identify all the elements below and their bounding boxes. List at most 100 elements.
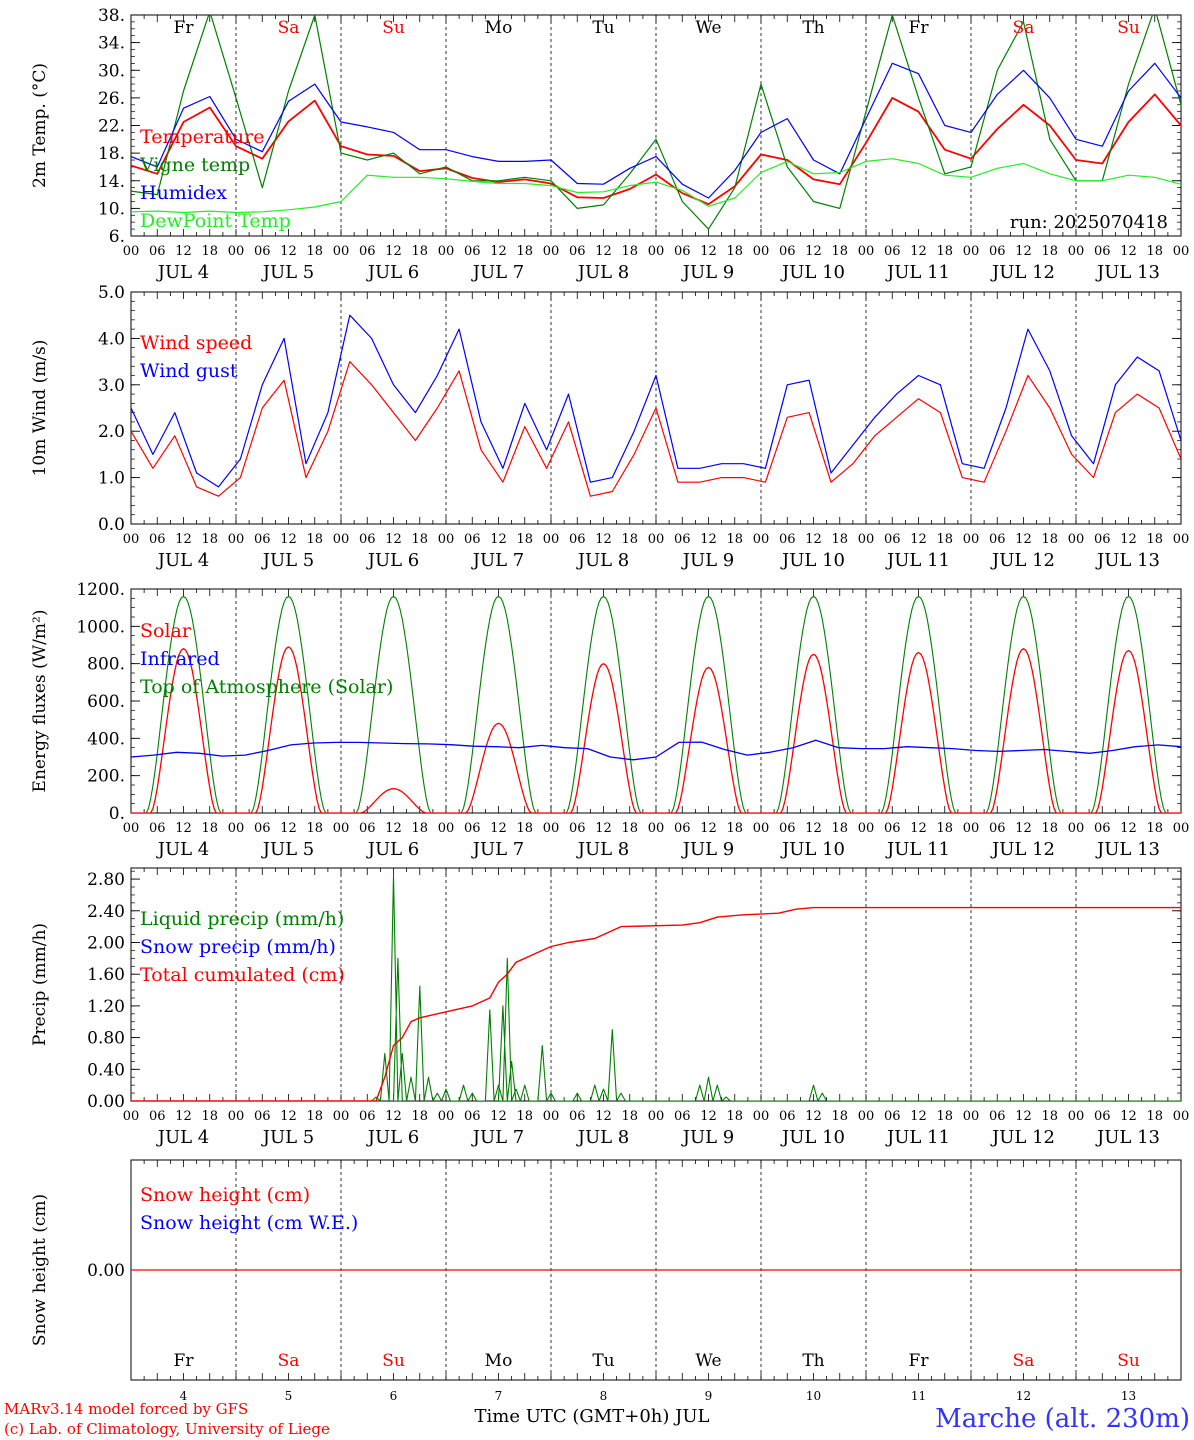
hour-tick-label: 12	[385, 1109, 402, 1124]
y-tick-label: 200.	[87, 767, 125, 787]
date-label: JUL 11	[885, 550, 950, 571]
hour-tick-label: 12	[595, 244, 612, 259]
hour-tick-label: 12	[805, 532, 822, 547]
hour-tick-label: 12	[1120, 821, 1137, 836]
date-label: JUL 13	[1095, 262, 1160, 283]
hour-tick-label: 12	[700, 244, 717, 259]
hour-tick-label: 18	[201, 244, 218, 259]
hour-tick-label: 00	[648, 821, 665, 836]
hour-tick-label: 06	[1094, 532, 1111, 547]
hour-tick-label: 00	[438, 244, 455, 259]
legend-entry: DewPoint Temp	[140, 210, 291, 232]
hour-tick-label: 12	[910, 532, 927, 547]
date-label: JUL 9	[681, 262, 735, 283]
hour-tick-label: 12	[385, 821, 402, 836]
hour-tick-label: 06	[359, 244, 376, 259]
legend-entry: Humidex	[140, 182, 227, 204]
legend-entry: Snow height (cm W.E.)	[140, 1212, 358, 1234]
hour-tick-label: 00	[963, 1109, 980, 1124]
y-tick-label: 0.00	[87, 1261, 125, 1281]
hour-tick-label: 12	[1015, 244, 1032, 259]
hour-tick-label: 18	[831, 1109, 848, 1124]
y-axis-title: 2m Temp. (°C)	[30, 63, 50, 188]
hour-tick-label: 06	[1094, 821, 1111, 836]
panel-5	[130, 1159, 1182, 1381]
hour-tick-label: 12	[385, 244, 402, 259]
hour-tick-label: 18	[516, 244, 533, 259]
y-tick-label: 600.	[87, 692, 125, 712]
hour-tick-label: 06	[149, 1109, 166, 1124]
date-label: JUL 4	[156, 262, 210, 283]
hour-tick-label: 06	[779, 1109, 796, 1124]
weekday-label: We	[695, 18, 721, 38]
hour-tick-label: 00	[858, 532, 875, 547]
hour-tick-label: 06	[149, 532, 166, 547]
hour-tick-label: 18	[411, 244, 428, 259]
hour-tick-label: 18	[516, 1109, 533, 1124]
hour-tick-label: 12	[175, 532, 192, 547]
panel-4	[130, 867, 1182, 1102]
hour-tick-label: 00	[543, 1109, 560, 1124]
hour-tick-label: 18	[936, 821, 953, 836]
hour-tick-label: 12	[1015, 1109, 1032, 1124]
hour-tick-label: 18	[621, 244, 638, 259]
y-axis-title: Energy fluxes (W/m²)	[30, 610, 50, 793]
hour-tick-label: 06	[359, 532, 376, 547]
y-tick-label: 1.0	[98, 469, 125, 489]
date-label: JUL 12	[990, 262, 1055, 283]
hour-tick-label: 00	[543, 244, 560, 259]
date-label: JUL 5	[261, 262, 315, 283]
date-label: JUL 11	[885, 839, 950, 860]
date-label: JUL 13	[1095, 1127, 1160, 1148]
series-line-1	[131, 361, 1181, 497]
date-label: JUL 5	[261, 1127, 315, 1148]
weekday-label: Tu	[592, 18, 614, 38]
hour-tick-label: 06	[254, 1109, 271, 1124]
legend-entry: Wind speed	[140, 332, 252, 354]
legend-entry: Infrared	[140, 648, 220, 670]
hour-tick-label: 06	[254, 821, 271, 836]
hour-tick-label: 00	[648, 244, 665, 259]
date-label: JUL 7	[471, 550, 525, 571]
y-axis-title: Snow height (cm)	[30, 1194, 50, 1346]
hour-tick-label: 00	[1068, 532, 1085, 547]
hour-tick-label: 18	[621, 1109, 638, 1124]
hour-tick-label: 00	[1173, 244, 1190, 259]
hour-tick-label: 00	[1173, 1109, 1190, 1124]
hour-tick-label: 00	[438, 1109, 455, 1124]
hour-tick-label: 00	[1173, 532, 1190, 547]
date-label: JUL 8	[576, 550, 630, 571]
hour-tick-label: 00	[228, 1109, 245, 1124]
hour-tick-label: 00	[858, 821, 875, 836]
date-label: JUL 5	[261, 550, 315, 571]
footer-model: MARv3.14 model forced by GFS	[4, 1400, 248, 1418]
hour-tick-label: 00	[1068, 244, 1085, 259]
hour-tick-label: 00	[333, 244, 350, 259]
date-label: JUL 4	[156, 839, 210, 860]
date-label: JUL 9	[681, 550, 735, 571]
hour-tick-label: 06	[569, 821, 586, 836]
y-tick-label: 1000.	[76, 617, 125, 637]
hour-tick-label: 12	[805, 1109, 822, 1124]
weekday-label: Fr	[174, 18, 195, 38]
hour-tick-label: 06	[1094, 1109, 1111, 1124]
hour-tick-label: 18	[936, 532, 953, 547]
date-label: JUL 7	[471, 262, 525, 283]
plot-area	[131, 595, 1181, 813]
hour-tick-label: 12	[910, 821, 927, 836]
hour-tick-label: 12	[175, 821, 192, 836]
date-label: JUL 7	[471, 1127, 525, 1148]
hour-tick-label: 00	[228, 244, 245, 259]
hour-tick-label: 12	[280, 1109, 297, 1124]
hour-tick-label: 12	[490, 821, 507, 836]
run-label: run: 2025070418	[1010, 212, 1168, 233]
hour-tick-label: 06	[779, 244, 796, 259]
date-label: JUL 13	[1095, 839, 1160, 860]
y-tick-label: 0.	[109, 804, 125, 824]
series-line-solar	[131, 646, 1181, 813]
hour-tick-label: 06	[779, 532, 796, 547]
y-tick-label: 6.	[109, 227, 125, 247]
hour-tick-label: 06	[884, 821, 901, 836]
hour-tick-label: 00	[543, 821, 560, 836]
hour-tick-label: 00	[753, 532, 770, 547]
